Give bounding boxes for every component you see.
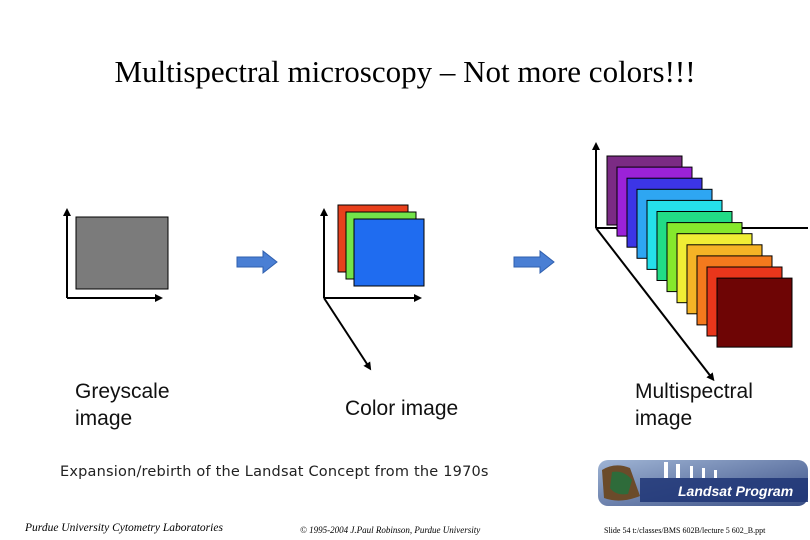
caption-color: Color image [345,397,459,420]
right-arrow-icon [236,249,278,275]
landsat-logo-text: Landsat Program [678,483,793,499]
rgb-channel-stack [337,204,425,287]
slide-title: Multispectral microscopy – Not more colo… [114,54,696,89]
caption-greyscale: Greyscale image [75,380,170,430]
landsat-logo: Landsat Program [598,460,808,506]
footer-right: Slide 54 t:/classes/BMS 602B/lecture 5 6… [604,526,766,535]
right-arrow-icon [513,249,555,275]
greyscale-square [75,216,169,290]
caption-multispectral: Multispectral image [635,380,753,430]
rgb-channel-layer-3 [353,218,425,287]
spectral-band-layer-12 [716,277,793,348]
greyscale-axes [63,208,163,302]
spectral-channel-stack [606,155,793,348]
landsat-subtitle: Expansion/rebirth of the Landsat Concept… [60,464,489,480]
footer-center: © 1995-2004 J.Paul Robinson, Purdue Univ… [300,525,481,535]
footer-left: Purdue University Cytometry Laboratories [25,522,223,534]
color-axes [320,208,422,371]
